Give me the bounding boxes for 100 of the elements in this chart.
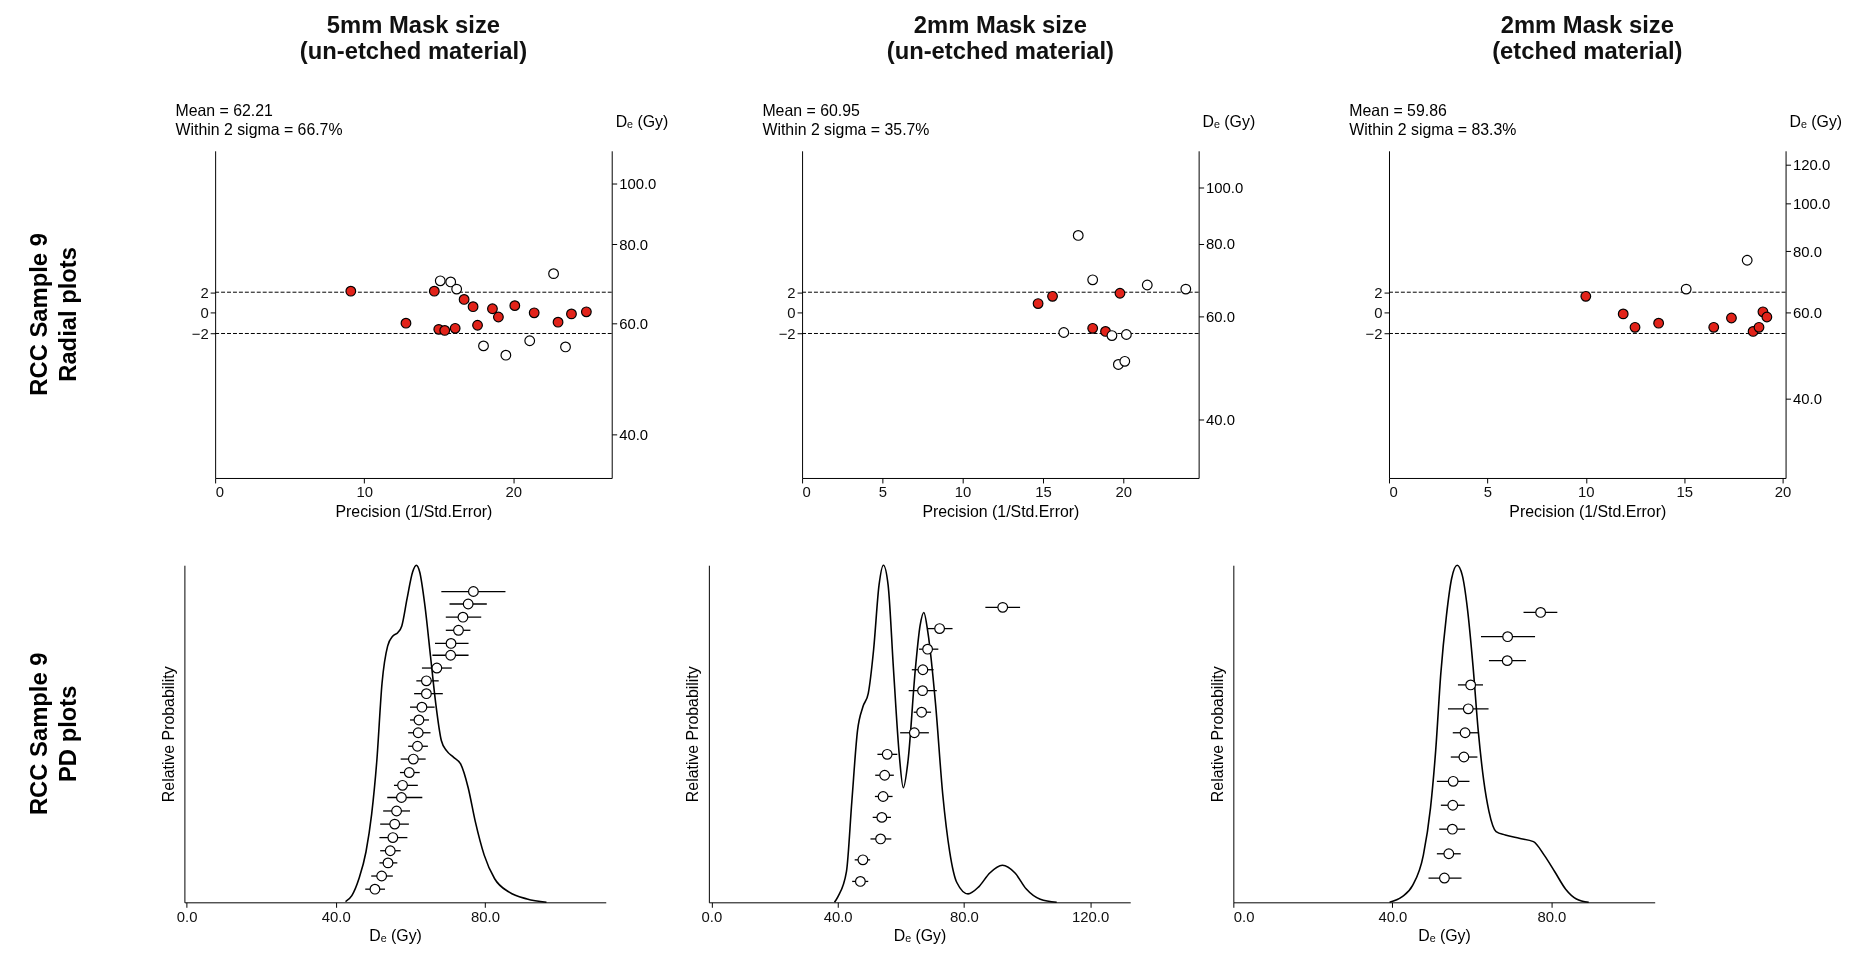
point (934, 623, 946, 635)
x-tick-label: 15 (1676, 484, 1693, 501)
x-axis-title: Precision (1/Std.Error) (335, 503, 493, 521)
point (345, 285, 357, 297)
x-tick-label: 80.0 (470, 908, 500, 925)
point (1726, 312, 1737, 324)
point (467, 586, 479, 597)
y-tick-label: −2 (778, 325, 796, 342)
point (1032, 298, 1044, 309)
y2-tick-label: 60.0 (619, 315, 649, 332)
y2-tick-label: 80.0 (619, 236, 649, 253)
y-tick-label: 2 (1374, 284, 1383, 301)
point (439, 324, 451, 336)
x-tick-label: 0.0 (701, 908, 723, 925)
chart-title: 5mm Mask size (un-etched material) (299, 10, 528, 64)
point (552, 316, 564, 328)
text: Mean = 62.21 (175, 102, 274, 120)
point (1629, 321, 1641, 333)
point (428, 285, 440, 297)
point (877, 791, 889, 802)
x-tick-label: 10 (356, 484, 373, 501)
x-tick-label: 5 (1483, 484, 1493, 501)
point (1047, 290, 1058, 302)
x-tick-label: 80.0 (949, 908, 979, 925)
x-tick-label: 0.0 (176, 908, 198, 925)
point (876, 811, 888, 823)
y2-axis-title: Dₑ (Gy) (615, 112, 669, 130)
point (462, 598, 474, 610)
point (391, 805, 403, 817)
point (397, 779, 408, 791)
point (384, 845, 396, 857)
point (416, 701, 428, 713)
y2-tick-label: 80.0 (1206, 236, 1235, 253)
y-axis-title: Relative Probability (1208, 666, 1226, 803)
y-tick-label: 2 (787, 284, 796, 301)
text: Mean = 60.95 (762, 102, 861, 120)
point (580, 306, 592, 318)
y2-axis-title: Dₑ (Gy) (1789, 112, 1843, 130)
x-tick-label: 20 (1115, 484, 1132, 501)
point (431, 662, 443, 674)
x-tick-label: 10 (1578, 484, 1595, 501)
y-tick-label: −2 (1365, 325, 1383, 342)
point (395, 792, 407, 803)
y-tick-label: 0 (1374, 305, 1383, 322)
point (548, 268, 559, 280)
x-tick-label: 10 (954, 484, 972, 501)
y-tick-label: 0 (787, 305, 796, 322)
text: Mean = 59.86 (1349, 102, 1447, 120)
point (1114, 287, 1126, 299)
y2-tick-label: 80.0 (1793, 243, 1822, 260)
point (413, 714, 425, 726)
x-tick-label: 0 (1389, 484, 1398, 501)
y-tick-label: 0 (200, 305, 209, 322)
x-tick-label: 40.0 (321, 908, 351, 925)
point (376, 870, 388, 882)
y-axis-title: Relative Probability (684, 666, 702, 803)
point (916, 706, 928, 718)
point (382, 857, 394, 869)
point (472, 319, 483, 331)
y2-tick-label: 40.0 (619, 426, 649, 443)
point (857, 854, 869, 866)
point (369, 883, 381, 895)
x-tick-label: 20 (505, 484, 523, 501)
point (457, 611, 469, 623)
point (445, 649, 457, 661)
point (420, 675, 432, 687)
x-tick-label: 20 (1774, 484, 1792, 501)
x-tick-label: 0 (215, 484, 224, 501)
point (487, 303, 498, 315)
text: Within 2 sigma = 35.7% (762, 120, 930, 138)
point (458, 294, 470, 305)
x-axis-title: Precision (1/Std.Error) (1509, 503, 1667, 521)
point (854, 876, 866, 887)
point (922, 643, 934, 655)
point (908, 727, 920, 739)
point (420, 688, 432, 700)
point (1087, 274, 1099, 286)
x-tick-label: 0 (802, 484, 811, 501)
point (407, 753, 419, 765)
y2-axis-title: Dₑ (Gy) (1202, 112, 1256, 130)
point (1617, 308, 1629, 320)
point (1741, 254, 1753, 266)
text: RCC Sample 9 Radial plots (24, 233, 82, 396)
x-tick-label: 40.0 (1378, 908, 1408, 925)
x-tick-label: 120.0 (1072, 908, 1110, 925)
point (434, 275, 446, 287)
y2-tick-label: 40.0 (1206, 412, 1235, 429)
y2-tick-label: 100.0 (1793, 196, 1831, 213)
point (1058, 327, 1070, 338)
x-tick-label: 0.0 (1233, 908, 1255, 925)
point (1072, 230, 1084, 241)
point (445, 638, 457, 649)
point (1580, 290, 1592, 302)
x-axis-title: Dₑ (Gy) (1418, 927, 1471, 945)
text: Within 2 sigma = 66.7% (175, 120, 343, 138)
point (524, 335, 536, 347)
point (1141, 279, 1153, 291)
point (917, 685, 928, 697)
y2-tick-label: 100.0 (619, 175, 657, 192)
point (478, 340, 489, 352)
